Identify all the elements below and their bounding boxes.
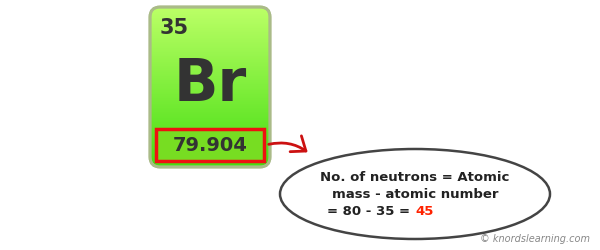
- Bar: [150, 112, 270, 114]
- Bar: [150, 48, 270, 50]
- Bar: [150, 86, 270, 88]
- Bar: [150, 90, 270, 92]
- Bar: [150, 96, 270, 98]
- Bar: [150, 124, 270, 126]
- Bar: [150, 64, 270, 66]
- Bar: [150, 54, 270, 56]
- Bar: [150, 156, 270, 158]
- Bar: [150, 94, 270, 96]
- Bar: [150, 126, 270, 128]
- Bar: [150, 24, 270, 26]
- Bar: [150, 26, 270, 29]
- Bar: [150, 38, 270, 40]
- Bar: [150, 152, 270, 154]
- Bar: [150, 110, 270, 112]
- Bar: [150, 10, 270, 12]
- Bar: [150, 120, 270, 122]
- Bar: [156, 130, 264, 161]
- Bar: [150, 44, 270, 46]
- Bar: [150, 56, 270, 58]
- Bar: [150, 138, 270, 140]
- Bar: [150, 146, 270, 148]
- Bar: [150, 28, 270, 30]
- Bar: [150, 142, 270, 144]
- Text: Br: Br: [173, 56, 247, 113]
- Bar: [150, 74, 270, 76]
- Bar: [150, 72, 270, 74]
- Bar: [150, 84, 270, 86]
- Bar: [150, 80, 270, 82]
- Bar: [150, 46, 270, 48]
- Bar: [150, 122, 270, 124]
- Bar: [150, 150, 270, 152]
- Bar: [150, 58, 270, 60]
- Text: mass - atomic number: mass - atomic number: [332, 187, 498, 200]
- Bar: [150, 157, 270, 160]
- Bar: [150, 134, 270, 136]
- Bar: [150, 128, 270, 130]
- Bar: [150, 163, 270, 166]
- Text: 45: 45: [415, 204, 433, 217]
- Bar: [150, 140, 270, 142]
- Bar: [150, 161, 270, 164]
- Bar: [150, 14, 270, 16]
- Bar: [150, 136, 270, 138]
- Bar: [150, 22, 270, 25]
- Bar: [150, 78, 270, 80]
- Bar: [150, 82, 270, 84]
- Bar: [150, 106, 270, 108]
- Text: 79.904: 79.904: [173, 136, 247, 155]
- Bar: [150, 88, 270, 90]
- Bar: [150, 50, 270, 52]
- Text: = 80 - 35 =: = 80 - 35 =: [328, 204, 415, 217]
- Bar: [150, 159, 270, 162]
- FancyBboxPatch shape: [150, 8, 270, 167]
- Bar: [150, 154, 270, 156]
- Bar: [156, 130, 264, 161]
- Bar: [150, 8, 270, 10]
- Bar: [150, 70, 270, 72]
- Bar: [150, 60, 270, 62]
- Bar: [150, 144, 270, 146]
- Bar: [150, 42, 270, 44]
- FancyArrowPatch shape: [269, 136, 306, 152]
- Bar: [150, 108, 270, 110]
- Bar: [150, 68, 270, 70]
- Text: © knordslearning.com: © knordslearning.com: [480, 233, 590, 243]
- Bar: [150, 116, 270, 118]
- Bar: [150, 130, 270, 132]
- Bar: [150, 98, 270, 100]
- Bar: [150, 104, 270, 106]
- Bar: [150, 52, 270, 54]
- Bar: [150, 66, 270, 68]
- Bar: [150, 16, 270, 18]
- Bar: [150, 100, 270, 102]
- Bar: [150, 18, 270, 21]
- Bar: [150, 34, 270, 36]
- Bar: [150, 118, 270, 120]
- Bar: [150, 12, 270, 14]
- Bar: [150, 62, 270, 64]
- Bar: [150, 132, 270, 134]
- Bar: [150, 114, 270, 116]
- Text: 35: 35: [160, 18, 189, 38]
- Bar: [150, 148, 270, 150]
- Bar: [150, 30, 270, 32]
- Ellipse shape: [280, 150, 550, 239]
- Bar: [150, 20, 270, 22]
- Text: No. of neutrons = Atomic: No. of neutrons = Atomic: [320, 170, 509, 183]
- Bar: [150, 36, 270, 38]
- Bar: [150, 165, 270, 168]
- Bar: [150, 40, 270, 42]
- Bar: [150, 32, 270, 34]
- Bar: [150, 102, 270, 104]
- Bar: [150, 92, 270, 94]
- Bar: [150, 76, 270, 78]
